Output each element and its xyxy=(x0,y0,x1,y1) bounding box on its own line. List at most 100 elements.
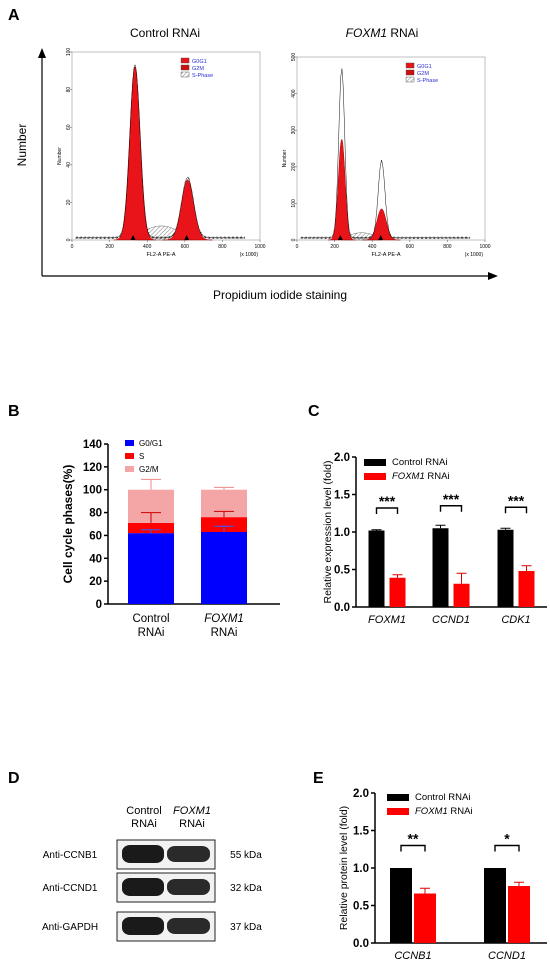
band-foxm1 xyxy=(167,879,210,895)
y-axis-label: Number xyxy=(282,149,288,167)
legend-swatch xyxy=(405,76,415,83)
legend-swatch xyxy=(405,62,415,69)
significance-bracket xyxy=(375,507,399,514)
y-tick-label: 80 xyxy=(66,87,72,93)
panel-letter-b: B xyxy=(8,403,20,420)
g0g1-peak xyxy=(328,138,356,241)
western-blot: Anti-CCNB1 55 kDa Anti-CCND1 32 kDa Anti-GAP… xyxy=(42,839,262,942)
lane2-label-line1: FOXM1 xyxy=(173,805,211,817)
significance-bracket xyxy=(400,844,426,852)
category-label: FOXM1 xyxy=(368,614,406,626)
y-tick-label: 200 xyxy=(291,162,297,171)
legend-label: G2/M xyxy=(139,465,159,474)
x-tick-label: 200 xyxy=(330,244,339,250)
x-tick-label: 800 xyxy=(218,244,227,250)
bar-foxm1 xyxy=(389,577,406,607)
y-axis-label: Cell cycle phases(%) xyxy=(61,465,75,584)
y-tick-label: 0.0 xyxy=(334,602,350,614)
bar-foxm1 xyxy=(508,886,530,943)
peak-marker xyxy=(378,235,384,240)
lane1-label-line2: RNAi xyxy=(131,818,157,830)
panel-letter-d: D xyxy=(8,770,20,787)
panel-a-x-axis-label: Propidium iodide staining xyxy=(213,288,347,302)
y-tick-label: 100 xyxy=(291,199,297,208)
antibody-label: Anti-GAPDH xyxy=(42,922,98,933)
legend-label: G0G1 xyxy=(417,64,432,70)
bar-g0g1 xyxy=(201,532,247,604)
legend-label: G0G1 xyxy=(192,59,207,65)
panel-a-right-title: FOXM1 RNAi xyxy=(346,26,419,40)
y-tick-label: 60 xyxy=(89,530,102,542)
legend-label: Control RNAi xyxy=(392,457,447,468)
panel-a-right-title-suffix: RNAi xyxy=(387,26,418,40)
bar-control xyxy=(368,530,385,607)
significance-label: *** xyxy=(379,493,396,509)
g2m-peak xyxy=(162,179,213,241)
category-label: RNAi xyxy=(211,627,238,639)
y-tick-label: 100 xyxy=(66,48,72,57)
significance-label: * xyxy=(504,831,510,847)
x-tick-label: 200 xyxy=(105,244,114,250)
antibody-label: Anti-CCNB1 xyxy=(43,850,98,861)
legend-label: S xyxy=(139,452,144,461)
histogram-foxm1: 0 100 200 300 400 500 0 200 400 600 800 1000 FL2-A P… xyxy=(282,53,491,258)
category-label: CDK1 xyxy=(501,614,530,626)
legend-label: G2M xyxy=(417,71,429,77)
significance-label: ** xyxy=(408,831,419,847)
legend-swatch xyxy=(125,453,134,459)
peak-marker xyxy=(337,235,343,240)
band-control xyxy=(122,878,164,896)
panel-letter-e: E xyxy=(313,770,324,787)
x-axis-label: FL2-A PE-A xyxy=(371,252,400,258)
y-tick-label: 0.5 xyxy=(353,901,370,913)
x-tick-label: 600 xyxy=(181,244,190,250)
y-tick-label: 0.0 xyxy=(353,938,369,950)
panel-a-y-axis-label: Number xyxy=(15,124,29,167)
legend-suffix: RNAi xyxy=(425,471,450,482)
panel-letter-a: A xyxy=(8,7,20,24)
bar-control xyxy=(432,528,449,607)
kda-label: 32 kDa xyxy=(230,883,262,894)
y-tick-label: 0 xyxy=(291,238,297,241)
bar-control xyxy=(484,868,506,943)
y-tick-label: 0.5 xyxy=(334,565,351,577)
legend-label: S-Phase xyxy=(417,78,438,84)
significance-bracket xyxy=(494,844,520,852)
bar-control xyxy=(497,529,514,607)
y-tick-label: 60 xyxy=(66,124,72,130)
panel-a-x-arrow xyxy=(488,272,498,280)
bar-control xyxy=(390,868,412,943)
y-tick-label: 40 xyxy=(89,553,102,565)
category-label: CCND1 xyxy=(488,950,526,960)
legend-swatch xyxy=(364,459,386,466)
bar-s xyxy=(201,517,247,532)
y-tick-label: 120 xyxy=(83,462,102,474)
legend-label: S-Phase xyxy=(192,73,213,79)
peak-marker xyxy=(184,235,190,240)
category-label: CCNB1 xyxy=(394,950,431,960)
legend-gene: FOXM1 xyxy=(392,471,425,482)
significance-bracket xyxy=(504,506,528,514)
g0g1-peak xyxy=(113,66,157,241)
y-tick-label: 500 xyxy=(291,53,297,62)
y-tick-label: 1.5 xyxy=(334,490,351,502)
legend-label: G2M xyxy=(192,66,204,72)
y-tick-label: 400 xyxy=(291,89,297,98)
x-axis-label: FL2-A PE-A xyxy=(146,252,175,258)
x-unit-label: (x 1000) xyxy=(465,252,484,258)
legend-label: FOXM1 RNAi xyxy=(415,806,473,817)
y-axis-label: Relative protein level (fold) xyxy=(338,806,350,930)
legend-label: G0/G1 xyxy=(139,439,163,448)
legend-swatch xyxy=(180,71,190,78)
category-label: FOXM1 xyxy=(204,613,244,625)
band-foxm1 xyxy=(167,846,210,862)
y-axis-label: Number xyxy=(57,147,63,165)
x-tick-label: 600 xyxy=(406,244,415,250)
hist-frame xyxy=(71,51,261,241)
band-control xyxy=(122,845,164,863)
y-tick-label: 80 xyxy=(89,508,102,520)
y-tick-label: 40 xyxy=(66,162,72,168)
